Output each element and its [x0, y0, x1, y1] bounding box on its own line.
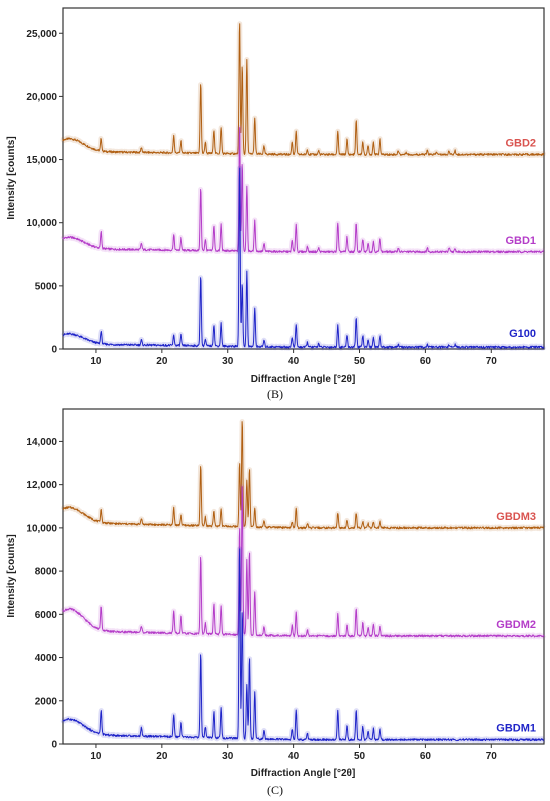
series-line-gbd1 [62, 127, 544, 254]
x-tick-label: 20 [156, 751, 168, 762]
caption-c: (C) [267, 783, 283, 797]
series-halo-gbdm1 [60, 546, 546, 744]
y-tick-label: 0 [51, 345, 57, 356]
y-tick-label: 20,000 [26, 92, 57, 103]
series-label-gbd2: GBD2 [505, 138, 536, 150]
series-line-gbdm3 [62, 421, 544, 530]
axes-layer-c: 10 20 30 40 50 60 70 0 2000 4000 6000 8000 10,000 12,… [26, 437, 497, 762]
labels-layer-b: GBD2 GBD1 G100 [505, 138, 536, 341]
x-tick-label: 30 [222, 356, 234, 367]
series-layer-c [60, 419, 547, 744]
series-line-gbd2 [62, 23, 545, 157]
series-layer-b [60, 21, 547, 351]
y-tick-label: 10,000 [26, 523, 57, 534]
y-tick-label: 2000 [35, 696, 58, 707]
x-tick-label: 60 [420, 751, 432, 762]
series-label-g100: G100 [509, 328, 536, 340]
y-tick-label: 5000 [35, 281, 58, 292]
x-tick-label: 20 [156, 356, 168, 367]
y-tick-label: 6000 [35, 610, 58, 621]
series-label-gbdm2: GBDM2 [496, 619, 536, 631]
y-tick-label: 0 [51, 740, 57, 751]
x-tick-label: 40 [288, 356, 300, 367]
x-tick-label: 10 [90, 751, 102, 762]
y-tick-label: 15,000 [26, 155, 57, 166]
x-tick-label: 40 [288, 751, 300, 762]
series-line-gbdm2 [62, 486, 545, 638]
series-halo-gbd2 [60, 21, 547, 159]
axes-layer-b: 10 20 30 40 50 60 70 0 5000 10,000 15,000 20,000 25,… [26, 29, 497, 367]
series-halo-g100 [60, 165, 547, 351]
series-line-gbdm1 [62, 548, 545, 742]
series-halo-gbdm2 [60, 484, 547, 640]
x-tick-label: 30 [222, 751, 234, 762]
series-label-gbdm1: GBDM1 [496, 723, 536, 735]
y-tick-label: 14,000 [26, 437, 57, 448]
series-halo-gbdm3 [60, 419, 546, 532]
caption-b: (B) [267, 387, 283, 401]
x-axis-label-c: Diffraction Angle [°2θ] [251, 768, 356, 779]
plot-frame-c [62, 408, 545, 745]
series-halo-gbd1 [60, 125, 546, 256]
series-label-gbd1: GBD1 [505, 235, 536, 247]
y-tick-label: 12,000 [26, 480, 57, 491]
y-tick-label: 25,000 [26, 29, 57, 40]
y-tick-label: 4000 [35, 653, 58, 664]
plot-frame-b [62, 7, 545, 350]
series-label-gbdm3: GBDM3 [496, 511, 536, 523]
labels-layer-c: GBDM3 GBDM2 GBDM1 [496, 511, 536, 735]
x-tick-label: 60 [420, 356, 432, 367]
x-tick-label: 70 [486, 751, 498, 762]
y-tick-label: 8000 [35, 567, 58, 578]
y-tick-label: 10,000 [26, 218, 57, 229]
y-axis-label-c: Intensity [counts] [6, 534, 17, 617]
series-line-g100 [62, 167, 545, 349]
x-tick-label: 50 [354, 751, 366, 762]
x-tick-label: 50 [354, 356, 366, 367]
y-axis-label-b: Intensity [counts] [6, 136, 17, 219]
x-tick-label: 70 [486, 356, 498, 367]
x-tick-label: 10 [90, 356, 102, 367]
panel-b: 10 20 30 40 50 60 70 0 5000 10,000 15,000 20,000 25,… [6, 7, 547, 401]
x-axis-label-b: Diffraction Angle [°2θ] [251, 374, 356, 385]
panel-c: 10 20 30 40 50 60 70 0 2000 4000 6000 8000 10,000 12,… [6, 408, 547, 797]
